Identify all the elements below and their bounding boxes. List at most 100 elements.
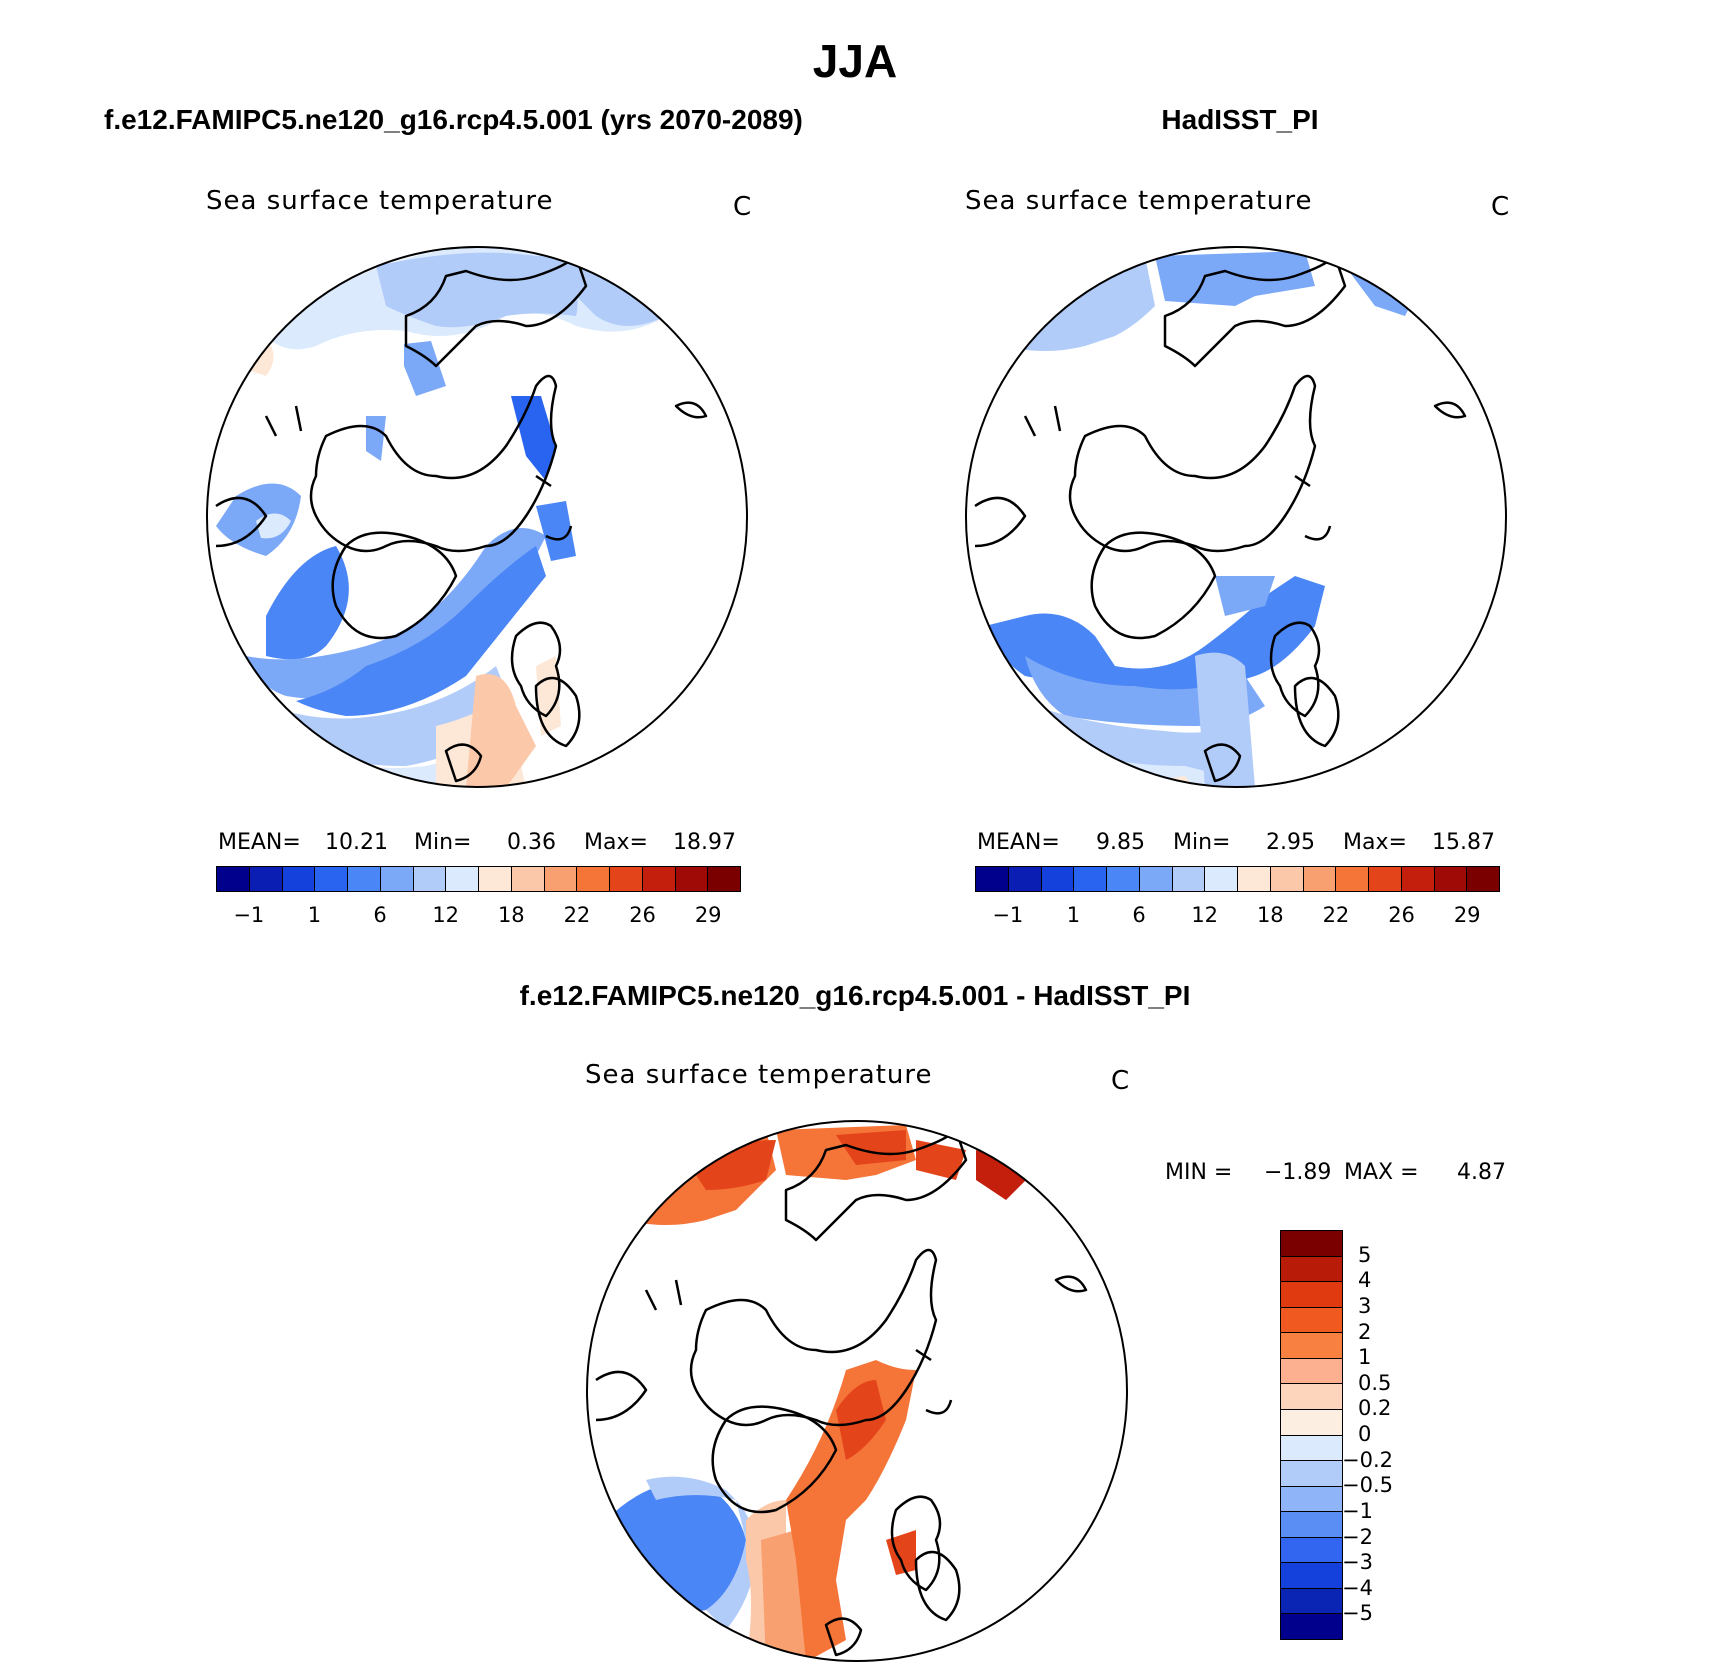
diff-colorbar-swatch — [1281, 1486, 1342, 1513]
left-colorbar-swatch — [708, 867, 740, 891]
left-colorbar-tick-label: −1 — [233, 903, 265, 927]
left-variable-label: Sea surface temperature — [206, 186, 554, 216]
left-colorbar — [216, 866, 741, 892]
left-colorbar-swatch — [249, 867, 283, 891]
right-min-value: 2.95 — [1266, 830, 1315, 855]
right-colorbar-swatch — [1205, 867, 1238, 891]
diff-colorbar-tick-label: 0 — [1358, 1422, 1372, 1446]
left-colorbar-ticks: −1 1 6 12 18 22 26 29 — [216, 903, 741, 931]
right-colorbar-tick-label: −1 — [992, 903, 1024, 927]
diff-colorbar-swatch — [1281, 1435, 1342, 1462]
right-colorbar-swatch — [1139, 867, 1173, 891]
right-colorbar-swatch — [1434, 867, 1468, 891]
diff-colorbar-swatch — [1281, 1282, 1342, 1308]
left-colorbar-swatch — [282, 867, 316, 891]
left-colorbar-tick-label: 12 — [432, 903, 460, 927]
diff-min-label: MIN = — [1165, 1160, 1233, 1185]
diff-colorbar-ticks: 5 4 3 2 1 0.5 0.2 0 −0.2 −0.5 −1 −2 −3 −4 −5 — [1342, 1230, 1430, 1640]
diff-max-label: MAX = — [1344, 1160, 1419, 1185]
diff-colorbar-tick-label: −0.5 — [1342, 1473, 1393, 1498]
diff-min-value: −1.89 — [1264, 1160, 1332, 1185]
right-colorbar-tick-label: 22 — [1322, 903, 1350, 927]
diff-colorbar-swatch — [1281, 1537, 1342, 1564]
left-min-value: 0.36 — [507, 830, 556, 855]
left-colorbar-swatch — [577, 867, 610, 891]
diff-colorbar-tick-label: −3 — [1342, 1550, 1373, 1575]
left-mean-value: 10.21 — [325, 830, 388, 855]
left-colorbar-swatch — [446, 867, 479, 891]
right-mean-value: 9.85 — [1096, 830, 1145, 855]
diff-colorbar-swatch — [1281, 1231, 1342, 1257]
right-max-value: 15.87 — [1432, 830, 1495, 855]
left-colorbar-tick-label: 29 — [694, 903, 722, 927]
diff-colorbar-swatch — [1281, 1563, 1342, 1589]
diff-colorbar-swatch — [1281, 1256, 1342, 1283]
left-colorbar-swatch — [348, 867, 381, 891]
diff-colorbar-swatch — [1281, 1384, 1342, 1410]
diff-colorbar-swatch — [1281, 1409, 1342, 1436]
right-variable-label: Sea surface temperature — [965, 186, 1313, 216]
diff-colorbar-swatch — [1281, 1614, 1342, 1639]
left-max-label: Max= — [584, 830, 648, 855]
diff-max-value: 4.87 — [1457, 1160, 1506, 1185]
diff-colorbar-tick-label: 5 — [1358, 1242, 1372, 1267]
right-colorbar-swatch — [1008, 867, 1042, 891]
left-colorbar-swatch — [217, 867, 250, 891]
left-colorbar-swatch — [642, 867, 676, 891]
right-colorbar-swatch — [1303, 867, 1337, 891]
left-colorbar-tick-label: 26 — [629, 903, 656, 927]
left-colorbar-swatch — [479, 867, 512, 891]
diff-colorbar-swatch — [1281, 1512, 1342, 1538]
left-max-value: 18.97 — [673, 830, 736, 855]
right-colorbar-swatch — [1270, 867, 1304, 891]
diff-colorbar-tick-label: 0.2 — [1358, 1396, 1392, 1421]
left-colorbar-swatch — [675, 867, 709, 891]
diff-colorbar-tick-label: 1 — [1358, 1345, 1372, 1370]
right-colorbar-ticks: −1 1 6 12 18 22 26 29 — [975, 903, 1500, 931]
left-colorbar-tick-label: 22 — [563, 903, 591, 927]
diff-colorbar-swatch — [1281, 1307, 1342, 1334]
diff-variable-label: Sea surface temperature — [585, 1060, 933, 1090]
left-colorbar-tick-label: 18 — [497, 903, 525, 927]
diff-colorbar-tick-label: −1 — [1342, 1498, 1373, 1523]
left-polar-map — [206, 246, 748, 788]
left-colorbar-swatch — [511, 867, 545, 891]
right-max-label: Max= — [1343, 830, 1407, 855]
diff-colorbar — [1280, 1230, 1343, 1640]
right-colorbar-tick-label: 26 — [1388, 903, 1415, 927]
right-colorbar-swatch — [1401, 867, 1435, 891]
left-colorbar-swatch — [380, 867, 414, 891]
left-units-label: C — [733, 192, 753, 222]
diff-colorbar-swatch — [1281, 1333, 1342, 1359]
diff-units-label: C — [1111, 1066, 1131, 1096]
right-colorbar-swatch — [1467, 867, 1499, 891]
right-colorbar-tick-label: 12 — [1191, 903, 1219, 927]
right-colorbar-swatch — [1107, 867, 1140, 891]
right-mean-label: MEAN= — [977, 830, 1060, 855]
right-colorbar-swatch — [1041, 867, 1075, 891]
left-panel-title: f.e12.FAMIPC5.ne120_g16.rcp4.5.001 (yrs … — [104, 104, 803, 135]
figure-title: JJA — [812, 35, 898, 87]
right-colorbar-swatch — [976, 867, 1009, 891]
right-colorbar-tick-label: 29 — [1453, 903, 1481, 927]
right-min-label: Min= — [1173, 830, 1231, 855]
right-units-label: C — [1491, 192, 1511, 222]
diff-colorbar-swatch — [1281, 1358, 1342, 1385]
diff-colorbar-tick-label: 0.5 — [1358, 1370, 1392, 1395]
right-colorbar-swatch — [1074, 867, 1107, 891]
left-colorbar-swatch — [413, 867, 447, 891]
diff-panel-title: f.e12.FAMIPC5.ne120_g16.rcp4.5.001 - Had… — [519, 980, 1191, 1011]
right-colorbar-swatch — [1172, 867, 1206, 891]
left-colorbar-swatch — [544, 867, 578, 891]
left-colorbar-swatch — [315, 867, 348, 891]
diff-colorbar-swatch — [1281, 1588, 1342, 1615]
right-polar-map — [965, 246, 1507, 788]
diff-colorbar-tick-label: −0.2 — [1342, 1447, 1393, 1472]
diff-colorbar-tick-label: 4 — [1358, 1268, 1372, 1293]
diff-colorbar-tick-label: −2 — [1342, 1524, 1373, 1549]
left-colorbar-swatch — [610, 867, 643, 891]
right-colorbar-tick-label: 1 — [1066, 903, 1081, 927]
right-colorbar-tick-label: 6 — [1132, 903, 1146, 927]
diff-colorbar-swatch — [1281, 1461, 1342, 1487]
